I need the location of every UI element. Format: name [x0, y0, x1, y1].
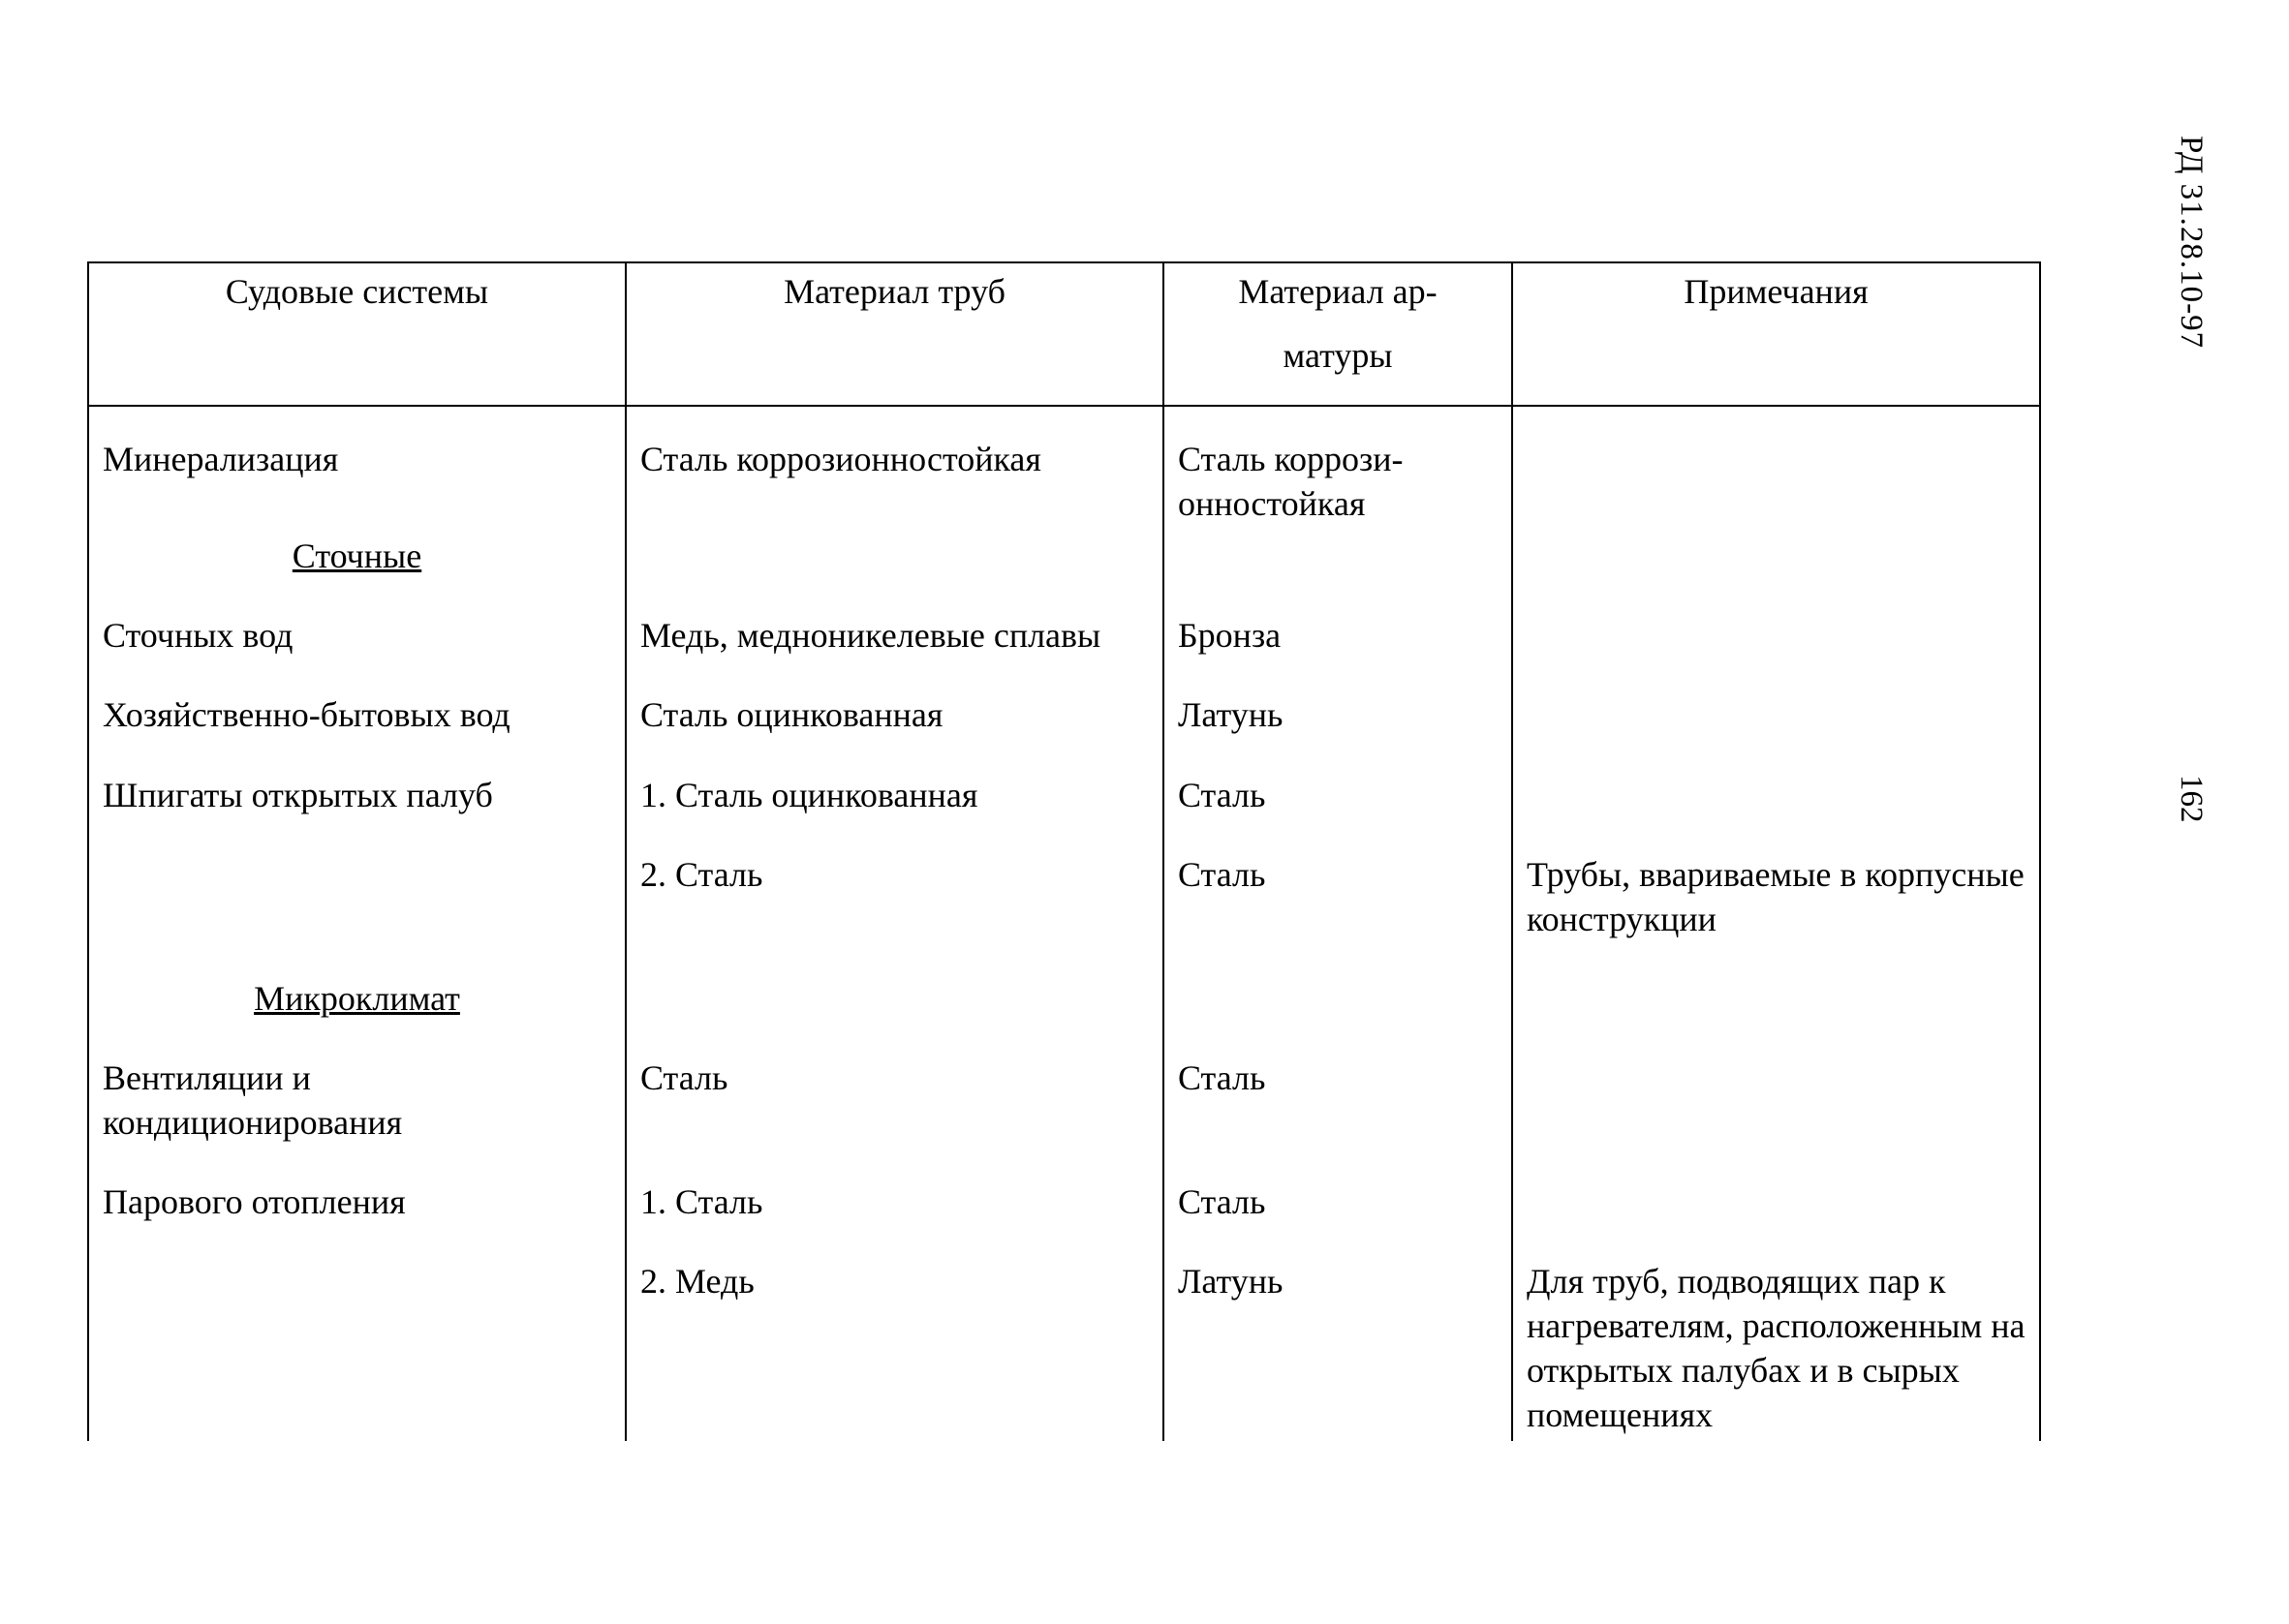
cell-fittings: Латунь [1163, 1255, 1512, 1441]
cell-pipes: 2. Сталь [626, 848, 1163, 945]
table-row: Минерализация Сталь коррозионностойкая С… [88, 433, 2040, 530]
section-heading-microclimate: Микроклимат [103, 976, 611, 1021]
table-row: Парового отопления 1. Сталь Сталь [88, 1176, 2040, 1228]
table-row: Сточных вод Медь, медноникелевые сплавы … [88, 609, 2040, 661]
header-fittings: Материал ар- матуры [1163, 262, 1512, 406]
table-row: 2. Сталь Сталь Трубы, ввариваемые в корп… [88, 848, 2040, 945]
cell-systems: Минерализация [88, 433, 626, 530]
header-systems: Судовые системы [88, 262, 626, 406]
cell-pipes: 2. Медь [626, 1255, 1163, 1441]
table-row: 2. Медь Латунь Для труб, подводящих пар … [88, 1255, 2040, 1441]
cell-pipes: 1. Сталь оцинкованная [626, 769, 1163, 821]
header-notes: Примечания [1512, 262, 2040, 406]
cell-pipes: Медь, медноникелевые сплавы [626, 609, 1163, 661]
spacer [88, 406, 2040, 433]
cell-notes [1512, 433, 2040, 530]
section-row: Сточные [88, 530, 2040, 582]
spacer [88, 1149, 2040, 1176]
cell-notes [1512, 769, 2040, 821]
header-pipes: Материал труб [626, 262, 1163, 406]
spacer [88, 582, 2040, 609]
header-fittings-l1: Материал ар- [1238, 272, 1437, 311]
cell-notes [1512, 1176, 2040, 1228]
cell-fittings: Бронза [1163, 609, 1512, 661]
cell-fittings: Латунь [1163, 689, 1512, 741]
spacer [88, 1228, 2040, 1255]
cell-notes: Трубы, ввариваемые в корпусные конструкц… [1512, 848, 2040, 945]
spacer [88, 821, 2040, 848]
cell-systems: Хозяйственно-бытовых вод [88, 689, 626, 741]
cell-systems: Сточных вод [88, 609, 626, 661]
cell-fittings: Сталь [1163, 848, 1512, 945]
cell-systems: Вентиляции и кондиционирования [88, 1052, 626, 1149]
page-number: 162 [2173, 775, 2209, 823]
section-heading-sewage: Сточные [103, 534, 611, 578]
cell-pipes: Сталь коррозионностойкая [626, 433, 1163, 530]
table-row: Хозяйственно-бытовых вод Сталь оцинкован… [88, 689, 2040, 741]
cell-notes: Для труб, подводящих пар к нагревателям,… [1512, 1255, 2040, 1441]
table-row: Шпигаты открытых палуб 1. Сталь оцинкова… [88, 769, 2040, 821]
section-row: Микроклимат [88, 972, 2040, 1025]
section-cell: Сточные [88, 530, 626, 582]
spacer [88, 742, 2040, 769]
document-id: РД 31.28.10-97 [2173, 136, 2209, 349]
cell-pipes: Сталь [626, 1052, 1163, 1149]
cell-fittings: Сталь [1163, 769, 1512, 821]
cell-pipes: Сталь оцинкованная [626, 689, 1163, 741]
cell-systems: Парового отопления [88, 1176, 626, 1228]
spacer [88, 945, 2040, 972]
table-header-row: Судовые системы Материал труб Материал а… [88, 262, 2040, 406]
cell-pipes: 1. Сталь [626, 1176, 1163, 1228]
cell-systems [88, 848, 626, 945]
cell-fittings: Сталь коррози-онностойкая [1163, 433, 1512, 530]
materials-table: Судовые системы Материал труб Материал а… [87, 261, 2041, 1441]
cell-systems [88, 1255, 626, 1441]
spacer [88, 661, 2040, 689]
cell-notes [1512, 689, 2040, 741]
cell-notes [1512, 609, 2040, 661]
section-cell: Микроклимат [88, 972, 626, 1025]
cell-notes [1512, 1052, 2040, 1149]
cell-systems: Шпигаты открытых палуб [88, 769, 626, 821]
header-fittings-l2: матуры [1178, 333, 1498, 378]
page-content: Судовые системы Материал труб Материал а… [87, 261, 2039, 1441]
cell-fittings: Сталь [1163, 1052, 1512, 1149]
table-row: Вентиляции и кондиционирования Сталь Ста… [88, 1052, 2040, 1149]
margin-annotations: РД 31.28.10-97 162 [2173, 126, 2231, 1482]
cell-fittings: Сталь [1163, 1176, 1512, 1228]
spacer [88, 1025, 2040, 1052]
